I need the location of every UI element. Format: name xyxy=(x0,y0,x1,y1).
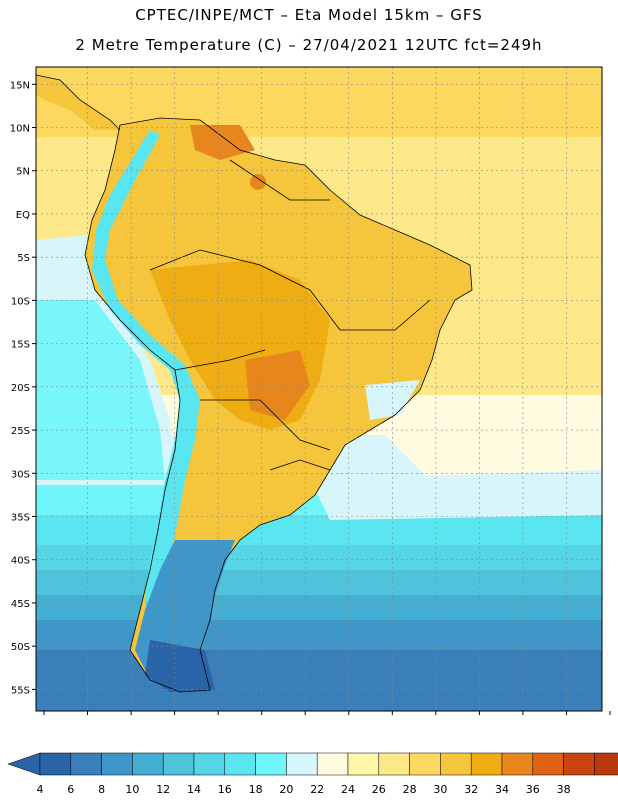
lon-label: 45W xyxy=(381,719,404,720)
colorbar-swatch xyxy=(132,752,164,776)
lon-label: 35W xyxy=(468,719,491,720)
colorbar-swatch xyxy=(162,752,195,776)
colorbar-label: 24 xyxy=(341,783,355,796)
colorbar-label: 4 xyxy=(37,783,44,796)
lat-label: 5S xyxy=(17,253,30,264)
colorbar-swatch xyxy=(409,752,441,776)
lat-label: 5N xyxy=(16,167,30,178)
guiana-hot-spot xyxy=(250,174,266,190)
lat-label: 35S xyxy=(11,513,30,524)
pantanal-hot-spot xyxy=(245,350,310,420)
colorbar-swatch xyxy=(70,752,102,776)
colorbar-swatch xyxy=(470,752,503,776)
colorbar-swatch xyxy=(440,752,472,776)
temperature-map: 15N 10N 5N EQ 5S 10S 15S 20S 25S 30S 35S 40S 45S 50S 5… xyxy=(10,66,618,720)
lon-label: 50W xyxy=(337,719,360,720)
lat-label: 10S xyxy=(11,296,30,307)
colorbar-label: 38 xyxy=(557,783,571,796)
colorbar-label: 12 xyxy=(156,783,170,796)
map-title: CPTEC/INPE/MCT – Eta Model 15km – GFS xyxy=(135,6,483,24)
colorbar-label: 28 xyxy=(403,783,417,796)
lat-label: 15S xyxy=(11,340,30,351)
ocean-band-8 xyxy=(36,620,602,650)
latitude-labels: 15N 10N 5N EQ 5S 10S 15S 20S 25S 30S 35S 40S 45S 50S 5… xyxy=(10,80,36,696)
colorbar-swatch xyxy=(594,752,618,776)
lat-label: 50S xyxy=(11,642,30,653)
pacific-cold-water xyxy=(36,300,165,480)
colorbar-label: 36 xyxy=(526,783,540,796)
colorbar-label: 22 xyxy=(310,783,324,796)
lon-label: 75W xyxy=(120,719,143,720)
lon-label: 25W xyxy=(555,719,578,720)
lat-label: EQ xyxy=(16,210,30,221)
lat-label: 10N xyxy=(10,124,30,135)
colorbar-swatch xyxy=(316,752,349,776)
lon-label: 80W xyxy=(76,719,99,720)
colorbar-swatch xyxy=(501,752,534,776)
colorbar-end-left xyxy=(7,752,41,776)
lat-label: 45S xyxy=(11,599,30,610)
colorbar-swatch xyxy=(193,752,226,776)
lon-label: 85W xyxy=(33,719,56,720)
lon-label: 60W xyxy=(250,719,273,720)
tierra-del-fuego xyxy=(145,640,215,692)
coastlines-borders xyxy=(36,74,473,693)
lon-label: 55W xyxy=(294,719,317,720)
colorbar-label: 26 xyxy=(372,783,386,796)
colorbar-label: 6 xyxy=(67,783,74,796)
colorbar-swatch xyxy=(563,752,595,776)
lon-label: 20W xyxy=(599,719,618,720)
lat-label: 15N xyxy=(10,80,30,91)
colorbar-swatch xyxy=(347,752,380,776)
ocean-band-16 xyxy=(36,515,602,545)
lon-label: 70W xyxy=(163,719,186,720)
colorbar-label: 10 xyxy=(125,783,139,796)
ocean-band-10 xyxy=(36,595,602,620)
lat-label: 20S xyxy=(11,383,30,394)
map-subtitle: 2 Metre Temperature (C) – 27/04/2021 12U… xyxy=(75,36,543,54)
ocean-band-12 xyxy=(36,570,602,595)
andes-cold-strip xyxy=(92,130,200,640)
colorbar-swatch xyxy=(39,752,72,776)
lat-label: 25S xyxy=(11,426,30,437)
atlantic-pale-patch xyxy=(380,400,602,480)
map-frame xyxy=(35,66,603,712)
central-america-land xyxy=(36,75,120,130)
color-legend: 4 6 8 10 12 14 16 18 20 22 24 26 28 30 32 34 36 38 xyxy=(7,752,618,796)
colorbar-label: 8 xyxy=(98,783,105,796)
colorbar-label: 18 xyxy=(249,783,263,796)
lat-label: 40S xyxy=(11,556,30,567)
atlantic-cool-patch xyxy=(310,470,602,520)
colorbar-swatch xyxy=(532,752,564,776)
colorbar-label: 30 xyxy=(433,783,447,796)
colorbar-swatch xyxy=(224,752,256,776)
colorbar-label: 16 xyxy=(218,783,232,796)
grid-lines xyxy=(36,67,602,711)
colorbar-swatch xyxy=(255,752,287,776)
colorbar-label: 34 xyxy=(495,783,509,796)
colorbar-label: 20 xyxy=(279,783,293,796)
longitude-labels: 85W 80W 75W 70W 65W 60W 55W 50W 45W 40W 35W 30W 25W 2… xyxy=(33,711,618,720)
lon-label: 30W xyxy=(512,719,535,720)
lat-label: 30S xyxy=(11,469,30,480)
colorbar-label: 32 xyxy=(464,783,478,796)
venezuela-hot-spot xyxy=(190,125,255,160)
lon-label: 40W xyxy=(425,719,448,720)
ocean-band-6 xyxy=(36,650,602,711)
colorbar-label: 14 xyxy=(187,783,201,796)
lon-label: 65W xyxy=(207,719,230,720)
colorbar-swatch xyxy=(286,752,318,776)
ocean-band-14 xyxy=(36,545,602,570)
lat-label: 55S xyxy=(11,685,30,696)
southeast-brazil-cool xyxy=(365,380,420,420)
colorbar-swatch xyxy=(101,752,133,776)
colorbar-swatch xyxy=(378,752,410,776)
